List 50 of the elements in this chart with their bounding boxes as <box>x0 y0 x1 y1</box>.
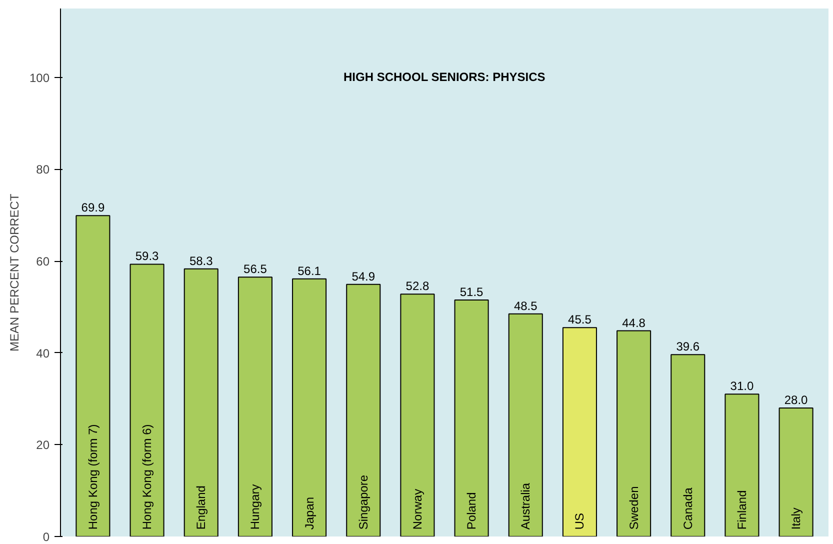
x-tick-label: Poland <box>464 492 479 530</box>
x-tick-label: US <box>572 512 587 530</box>
bar <box>292 278 327 536</box>
bar <box>454 300 489 536</box>
bar <box>238 276 272 536</box>
bar <box>346 284 381 536</box>
data-label: 59.3 <box>135 249 160 264</box>
x-tick-label: England <box>194 486 208 530</box>
x-tick-label: Hungary <box>248 484 262 530</box>
x-tick-label: Japan <box>302 496 316 530</box>
data-label: 54.9 <box>352 269 376 284</box>
bar <box>76 215 110 536</box>
y-tick-label: 20 <box>36 438 50 452</box>
data-label: 51.5 <box>460 285 484 300</box>
text: HIGH SCHOOL SENIORS: PHYSICS <box>343 70 546 84</box>
bar <box>562 327 597 536</box>
data-label: 52.8 <box>406 279 430 294</box>
data-label: 69.9 <box>81 200 105 215</box>
x-tick-label: Canada <box>680 487 695 530</box>
bar <box>616 330 652 536</box>
bar <box>184 268 218 536</box>
x-tick-label: Singapore <box>356 474 370 530</box>
data-label: 28.0 <box>784 392 808 407</box>
bar <box>130 264 164 536</box>
bar <box>778 407 814 536</box>
y-tick-label: 100 <box>29 70 50 85</box>
y-tick-label: 40 <box>36 346 50 360</box>
x-tick-label: Hong Kong (form 7) <box>86 424 100 530</box>
data-label: 48.5 <box>514 298 538 313</box>
y-axis-title: MEAN PERCENT CORRECT <box>7 193 22 352</box>
y-tick-label: 80 <box>36 162 50 177</box>
y-tick-label: 0 <box>42 530 50 544</box>
data-label: 56.5 <box>244 262 268 276</box>
bar <box>670 354 706 536</box>
data-label: 56.1 <box>298 264 322 278</box>
y-tick-label: 60 <box>36 254 50 269</box>
data-label: 39.6 <box>676 340 700 354</box>
data-label: 58.3 <box>189 254 214 268</box>
bar <box>724 394 760 536</box>
x-tick-label: Norway <box>410 488 424 530</box>
x-tick-label: Finland <box>734 490 749 530</box>
x-tick-label: Sweden <box>626 486 641 530</box>
data-label: 45.5 <box>568 312 592 327</box>
data-label: 44.8 <box>622 316 646 330</box>
x-tick-label: Italy <box>789 508 804 530</box>
bar <box>508 313 543 536</box>
bar <box>400 294 435 536</box>
x-tick-label: Hong Kong (form 6) <box>140 424 154 530</box>
x-tick-label: Australia <box>518 482 533 530</box>
data-label: 31.0 <box>730 379 754 394</box>
